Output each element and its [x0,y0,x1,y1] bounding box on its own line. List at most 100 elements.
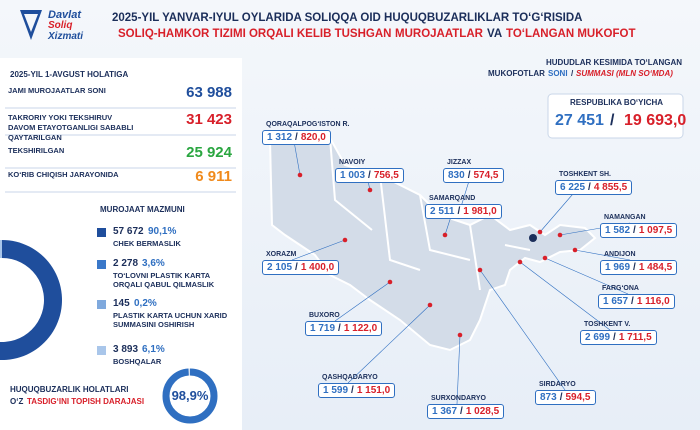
region-separator: / [613,332,616,343]
region-separator: / [295,132,298,143]
regions-title: / [571,69,574,78]
region-separator: / [457,206,461,217]
map-borders [329,137,531,291]
region-box: 1 969/1 484,5 [600,260,678,275]
region-separator: / [368,170,371,181]
region-dot [557,232,563,238]
title: MUROJAATLAR [395,28,483,40]
connector [334,281,391,322]
region-dot [572,247,578,253]
region-box: 1 582/1 097,5 [600,223,678,238]
region-sum: 1 028,5 [465,406,500,417]
region-name: ANDIJON [604,251,636,258]
region-separator: / [467,170,471,181]
item-count: 145 [113,298,130,309]
region-name: NAVOIY [339,159,366,166]
region-count: 6 225 [560,182,586,193]
connector [574,249,631,261]
item-share: 0,2% [134,298,157,309]
region-box: 1 003/756,5 [335,168,404,183]
logo-inner [24,14,38,32]
region-sum: 594,5 [565,392,591,403]
donut-segment [0,240,62,360]
region-box: 6 225/4 855,5 [555,180,633,195]
region-separator: / [633,262,636,273]
region-dot [542,255,548,261]
region-box: 1 719/1 122,0 [305,321,383,336]
region-box: 830/574,5 [443,168,504,183]
region-separator: / [631,296,634,307]
connector [347,304,431,384]
capital-dot [529,234,537,242]
item-label: CHEK BERMASLIK [113,239,181,248]
region-sum: 1 400,0 [300,262,335,273]
region-count: 2 105 [267,262,293,273]
summary-value: 31 423 [186,111,232,128]
total-label: RESPUBLIKA BO‘YICHA [570,98,664,107]
connector [544,257,629,295]
connector [519,261,611,331]
title: TO‘LANGAN MUKOFOT [506,28,636,40]
region-separator: / [460,406,463,417]
region-box: 1 367/1 028,5 [427,404,505,419]
section-title: MUROJAAT MAZMUNI [100,205,185,214]
region-separator: / [338,323,341,334]
item-share: 6,1% [142,344,165,355]
region-sum: 756,5 [373,170,399,181]
region-count: 2 699 [585,332,611,343]
region-name: FARG‘ONA [602,285,639,292]
region-dot [442,232,448,238]
region-box: 2 511/1 981,0 [425,204,502,219]
region-count: 1 657 [603,296,629,307]
region-name: QORAQALPOG‘ISTON R. [266,121,350,128]
title: 2025-YIL YANVAR-IYUL OYLARIDA SOLIQQA OI… [112,12,583,24]
confirm-label: HUQUQBUZARLIK HOLATLARI [10,385,129,394]
item-share: 3,6% [142,258,165,269]
region-box: 1 657/1 116,0 [598,294,675,309]
summary-label: KO‘RIB CHIQISH JARAYONIDA [8,170,119,179]
region-separator: / [588,182,591,193]
summary-value: 25 924 [186,144,232,161]
regions-title: SUMMASI (MLN SO‘MDA) [576,69,673,78]
region-name: SURXONDARYO [431,395,486,402]
item-count: 57 672 [113,226,144,237]
connector [456,334,461,405]
region-dot [517,259,523,265]
total-sum: 19 693,0 [624,112,687,129]
confirm-label: TASDIG‘INI TOPISH DARAJASI [27,397,145,406]
region-dot [297,172,303,178]
region-count: 1 719 [310,323,336,334]
region-name: TOSHKENT V. [584,321,631,328]
item-label: TO‘LOVNI PLASTIK KARTA ORQALI QABUL QILM… [113,271,215,289]
region-name: SAMARQAND [429,195,476,202]
region-box: 1 312/820,0 [262,130,331,145]
item-count: 3 893 [113,344,139,355]
legend-icon [97,300,106,309]
date-label: 2025-YIL 1-AVGUST HOLATIGA [10,70,129,79]
legend-icon [97,260,106,269]
region-name: BUXORO [309,312,340,319]
item-label: BOSHQALAR [113,357,162,366]
region-count: 873 [540,392,557,403]
region-box: 2 699/1 711,5 [580,330,657,345]
summary-label: TEKSHIRILGAN [8,146,65,155]
region-sum: 4 855,5 [593,182,628,193]
region-name: XORAZM [266,251,297,258]
region-sum: 1 122,0 [343,323,378,334]
item-count: 2 278 [113,258,139,269]
item-label: PLASTIK KARTA UCHUN XARID SUMMASINI OSHI… [113,311,228,329]
region-sum: 1 484,5 [638,262,673,273]
region-dot [457,332,463,338]
summary-label: TAKRORIY YOKI TEKSHIRUV DAVOM ETAYOTGANL… [8,113,134,142]
map [268,136,597,352]
regions-title: SONI [548,69,568,78]
region-dot [387,279,393,285]
region-dot [367,187,373,193]
region-sum: 1 151,0 [356,385,391,396]
region-name: TOSHKENT SH. [559,171,611,178]
summary-value: 6 911 [195,168,232,185]
region-dot [427,302,433,308]
connector [291,239,346,261]
region-count: 1 367 [432,406,458,417]
